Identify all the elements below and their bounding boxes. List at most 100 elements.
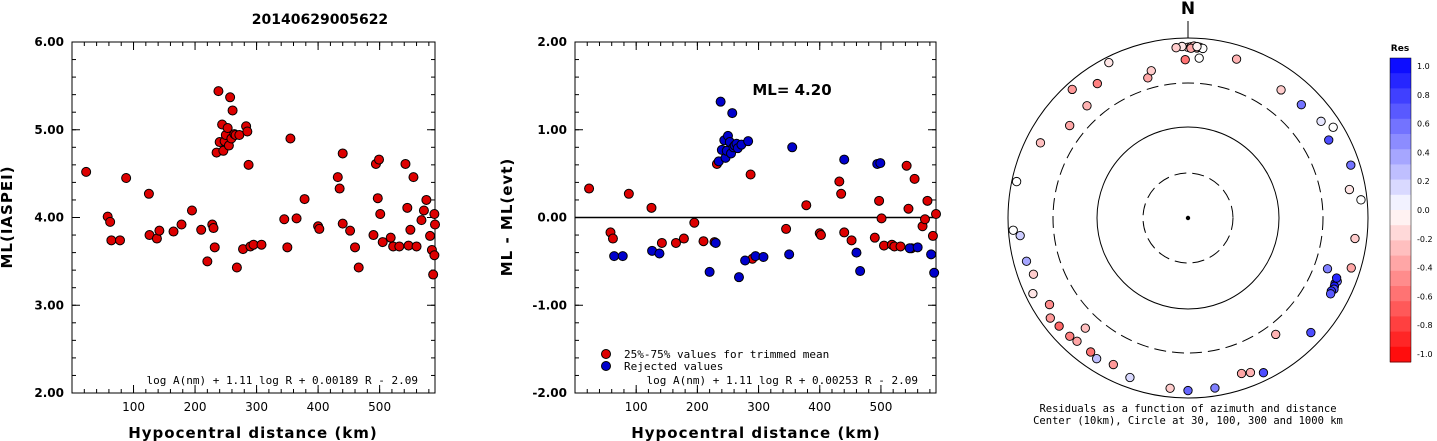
station-point <box>225 92 236 103</box>
station-point <box>282 242 293 253</box>
station-point <box>368 230 379 241</box>
y-tick-label: 3.00 <box>34 298 64 312</box>
y-tick-label: 6.00 <box>34 35 64 49</box>
station-point <box>394 241 405 252</box>
colorbar-cell <box>1390 149 1411 165</box>
polar-station-point <box>1183 385 1193 396</box>
station-point <box>345 225 356 236</box>
polar-station-point <box>1344 184 1355 195</box>
rejected-point <box>743 136 754 147</box>
polar-station-point <box>1322 264 1333 274</box>
station-point <box>421 194 432 205</box>
polar-station-point <box>1236 368 1247 379</box>
colorbar-cell <box>1390 331 1411 348</box>
polar-station-point <box>1011 176 1022 187</box>
station-point <box>584 183 595 194</box>
y-tick-label: 2.00 <box>34 386 64 400</box>
station-point <box>337 148 348 159</box>
polar-station-point <box>1350 233 1360 244</box>
polar-station-point <box>1125 372 1135 383</box>
legend-label-rejected: Rejected values <box>624 360 723 373</box>
x-tick-label: 100 <box>625 400 648 414</box>
colorbar-cell <box>1390 179 1411 196</box>
station-point <box>846 235 857 246</box>
station-point <box>209 242 220 253</box>
station-point <box>429 250 440 261</box>
polar-station-point <box>1045 313 1055 323</box>
station-point <box>202 256 213 267</box>
station-point <box>815 230 826 241</box>
station-point <box>901 160 912 171</box>
colorbar-cell <box>1390 164 1411 181</box>
y-tick-label: 5.00 <box>34 123 64 137</box>
x-tick-label: 300 <box>747 400 770 414</box>
station-point <box>425 230 436 241</box>
colorbar-cell <box>1390 73 1411 89</box>
station-point <box>114 235 125 246</box>
x-axis-label: Hypocentral distance (km) <box>128 424 378 441</box>
polar-station-point <box>1108 359 1118 370</box>
y-tick-label: 4.00 <box>34 211 64 225</box>
station-point <box>876 213 887 224</box>
residual-vs-distance-plot: 100 200 300 400 500 -2.00 -1.00 0.00 1.00 2.00 ML… <box>498 35 941 441</box>
colorbar-cell <box>1390 88 1411 105</box>
colorbar-tick-label: 0.4 <box>1417 148 1430 157</box>
station-point <box>656 237 667 248</box>
polar-station-point <box>1346 160 1356 170</box>
station-point <box>377 237 388 248</box>
colorbar-cell <box>1390 118 1411 135</box>
station-point <box>428 269 439 280</box>
station-point <box>285 133 296 144</box>
station-point <box>168 226 179 237</box>
colorbar-cell <box>1390 240 1411 257</box>
x-tick-label: 300 <box>245 400 268 414</box>
station-point <box>402 202 413 213</box>
rejected-point <box>875 158 886 169</box>
ring-300km <box>1052 82 1324 354</box>
station-point <box>372 193 383 204</box>
polar-station-point <box>1346 263 1356 273</box>
rejected-point <box>710 237 721 248</box>
y-tick-label: 2.00 <box>537 35 567 49</box>
rejected-point <box>855 266 866 277</box>
polar-station-point <box>1054 321 1064 331</box>
colorbar-tick-label: 0.8 <box>1417 91 1430 100</box>
polar-station-point <box>1044 299 1055 310</box>
station-point <box>334 183 345 194</box>
station-point <box>337 218 348 229</box>
polar-station-point <box>1316 116 1326 126</box>
colorbar-cell <box>1390 225 1411 241</box>
polar-station-point <box>1325 289 1336 299</box>
station-point <box>909 173 920 184</box>
legend: 25%-75% values for trimmed mean Rejected… <box>601 348 829 373</box>
polar-station-point <box>1245 367 1256 378</box>
polar-station-point <box>1008 225 1018 235</box>
station-point <box>670 237 681 248</box>
colorbar-frame <box>1389 57 1412 363</box>
polar-station-point <box>1021 256 1032 266</box>
station-point <box>781 223 792 234</box>
station-point <box>416 215 427 226</box>
legend-marker-rejected <box>601 361 611 371</box>
station-point <box>213 86 224 97</box>
station-point <box>299 194 310 205</box>
station-point <box>400 158 411 169</box>
polar-station-point <box>1092 78 1102 89</box>
polar-station-point <box>1015 230 1025 241</box>
rejected-point <box>784 249 795 260</box>
station-point <box>314 223 325 234</box>
rejected-point <box>617 251 628 262</box>
polar-station-point <box>1028 269 1039 279</box>
ring-1000km <box>1007 37 1369 399</box>
colorbar-tick-label: 0.2 <box>1417 177 1430 186</box>
x-tick-label: 500 <box>869 400 892 414</box>
station-point <box>143 188 154 199</box>
colorbar-tick-label: -0.6 <box>1417 292 1433 301</box>
station-point <box>186 205 197 216</box>
colorbar-tick-label: 1.0 <box>1417 62 1430 71</box>
rejected-point <box>715 96 726 107</box>
magnitude-vs-distance-plot: 100 200 300 400 500 2.00 3.00 4.00 5.00 6.00 Hypo… <box>0 35 440 441</box>
y-axis-label: ML(IASPEI) <box>0 165 16 268</box>
station-point <box>105 216 116 227</box>
rejected-point <box>851 247 862 258</box>
